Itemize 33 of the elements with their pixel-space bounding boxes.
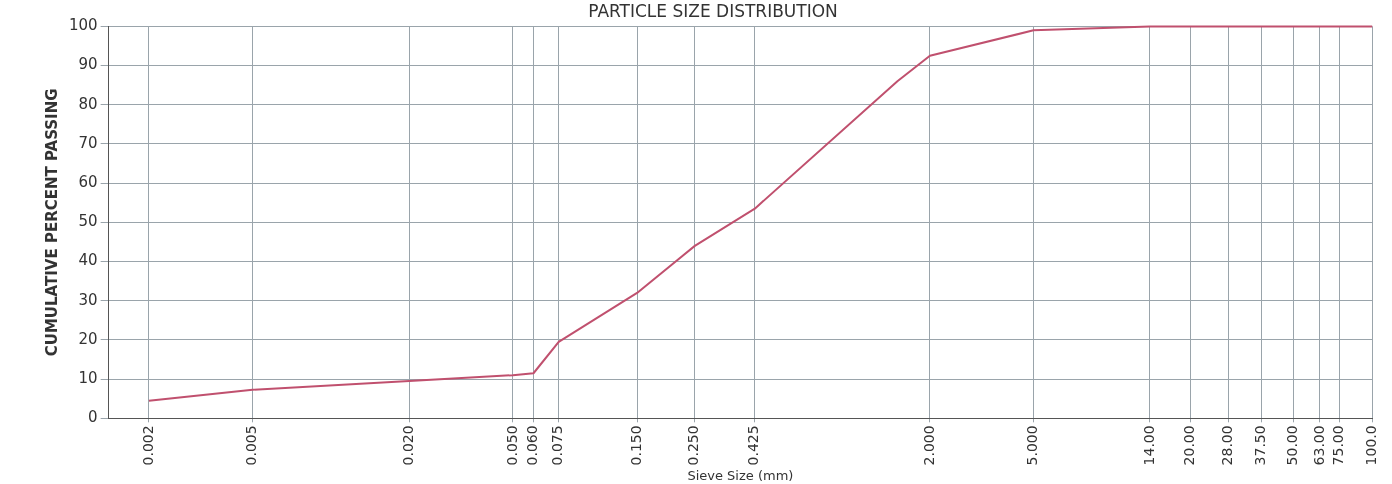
y-tick-label: 40 bbox=[78, 251, 98, 270]
y-tick-label: 20 bbox=[78, 329, 98, 348]
x-tick-label: 0.005 bbox=[243, 425, 260, 466]
x-tick-label: 0.250 bbox=[685, 425, 702, 466]
x-tick-label: 75.00 bbox=[1330, 425, 1347, 466]
x-tick-label: 2.000 bbox=[920, 425, 937, 466]
x-tick-label: 5.000 bbox=[1024, 425, 1041, 466]
y-tick-label: 80 bbox=[78, 94, 98, 113]
x-tick-label: 0.060 bbox=[524, 425, 541, 466]
chart-title: PARTICLE SIZE DISTRIBUTION bbox=[588, 0, 838, 21]
x-tick-label: 28.00 bbox=[1218, 425, 1235, 466]
y-tick-label: 100 bbox=[68, 16, 98, 35]
x-tick-label: 0.075 bbox=[549, 425, 566, 466]
x-tick-label: 100.0 bbox=[1362, 425, 1379, 466]
y-tick-label: 0 bbox=[88, 408, 98, 427]
y-axis-title: CUMULATIVE PERCENT PASSING bbox=[42, 88, 61, 357]
x-axis-title: Sieve Size (mm) bbox=[687, 467, 794, 483]
x-tick-label: 0.150 bbox=[627, 425, 644, 466]
x-tick-label: 50.00 bbox=[1284, 425, 1301, 466]
y-tick-label: 50 bbox=[78, 212, 98, 231]
x-tick-label: 0.050 bbox=[503, 425, 520, 466]
x-tick-label: 14.00 bbox=[1140, 425, 1157, 466]
x-tick-label: 63.00 bbox=[1310, 425, 1327, 466]
y-tick-label: 60 bbox=[78, 173, 98, 192]
y-tick-label: 30 bbox=[78, 290, 98, 309]
y-tick-label: 10 bbox=[78, 369, 98, 388]
y-tick-label: 90 bbox=[78, 55, 98, 74]
x-tick-label: 20.00 bbox=[1180, 425, 1197, 466]
x-tick-label: 0.020 bbox=[399, 425, 416, 466]
x-tick-label: 37.50 bbox=[1251, 425, 1268, 466]
x-tick-label: 0.002 bbox=[139, 425, 156, 466]
y-tick-label: 70 bbox=[78, 133, 98, 152]
x-tick-label: 0.425 bbox=[745, 425, 762, 466]
